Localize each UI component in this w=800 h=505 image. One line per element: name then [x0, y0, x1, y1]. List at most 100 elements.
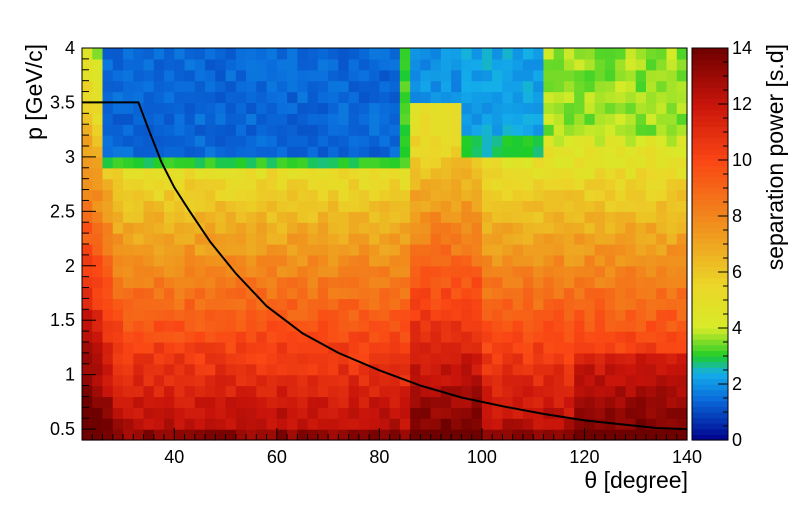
heatmap-cell — [338, 200, 350, 212]
heatmap-cell — [266, 211, 278, 223]
heatmap-cell — [297, 320, 309, 332]
heatmap-cell — [399, 276, 411, 289]
heatmap-cell — [164, 407, 175, 419]
heatmap-cell — [481, 374, 493, 387]
heatmap-cell — [276, 135, 288, 147]
heatmap-cell — [287, 309, 298, 321]
heatmap-cell — [123, 189, 134, 202]
heatmap-cell — [194, 244, 206, 256]
heatmap-cell — [615, 48, 627, 60]
heatmap-cell — [492, 298, 504, 310]
heatmap-cell — [123, 429, 134, 441]
heatmap-cell — [440, 69, 452, 82]
heatmap-cell — [266, 178, 278, 191]
heatmap-cell — [297, 276, 309, 289]
colorbar-segment — [692, 104, 728, 111]
heatmap-cell — [102, 58, 114, 71]
heatmap-cell — [574, 135, 586, 147]
heatmap-cell — [194, 342, 206, 354]
heatmap-cell — [543, 91, 555, 104]
heatmap-cell — [553, 58, 565, 71]
heatmap-cell — [184, 374, 196, 387]
heatmap-cell — [328, 342, 339, 354]
heatmap-cell — [481, 331, 493, 343]
heatmap-cell — [430, 309, 442, 321]
colorbar-segment — [692, 193, 728, 200]
colorbar-tick-label: 6 — [732, 262, 742, 282]
heatmap-cell — [153, 233, 165, 245]
heatmap-cell — [451, 309, 462, 321]
heatmap-cell — [164, 200, 175, 212]
heatmap-cell — [287, 254, 298, 267]
heatmap-cell — [430, 233, 442, 245]
heatmap-cell — [676, 113, 688, 125]
heatmap-cell — [512, 276, 524, 289]
heatmap-cell — [102, 342, 114, 354]
heatmap-cell — [594, 287, 606, 300]
heatmap-cell — [604, 135, 616, 147]
heatmap-cell — [338, 91, 350, 104]
heatmap-cell — [451, 135, 462, 147]
heatmap-cell — [133, 407, 145, 419]
heatmap-cell — [297, 244, 309, 256]
heatmap-cell — [317, 396, 329, 408]
heatmap-cell — [164, 146, 175, 158]
heatmap-cell — [307, 80, 319, 93]
heatmap-cell — [112, 374, 124, 387]
heatmap-cell — [399, 146, 411, 158]
heatmap-cell — [358, 211, 370, 223]
heatmap-cell — [604, 244, 616, 256]
heatmap-cell — [666, 222, 678, 234]
heatmap-cell — [594, 429, 606, 441]
heatmap-cells — [82, 48, 688, 441]
colorbar-segment — [692, 70, 728, 77]
heatmap-cell — [584, 156, 596, 169]
heatmap-cell — [440, 385, 452, 398]
heatmap-cell — [461, 352, 473, 365]
heatmap-cell — [225, 189, 237, 202]
heatmap-cell — [410, 80, 421, 93]
heatmap-cell — [553, 189, 565, 202]
heatmap-cell — [369, 211, 380, 223]
heatmap-cell — [215, 244, 227, 256]
heatmap-cell — [307, 200, 319, 212]
heatmap-cell — [635, 385, 647, 398]
heatmap-cell — [533, 342, 545, 354]
heatmap-cell — [246, 91, 257, 104]
heatmap-cell — [215, 374, 227, 387]
heatmap-cell — [287, 80, 298, 93]
heatmap-cell — [307, 265, 319, 278]
heatmap-cell — [358, 320, 370, 332]
heatmap-cell — [635, 48, 647, 60]
heatmap-cell — [635, 156, 647, 169]
heatmap-cell — [205, 385, 216, 398]
heatmap-cell — [481, 287, 493, 300]
heatmap-cell — [123, 156, 134, 169]
heatmap-cell — [369, 113, 380, 125]
heatmap-cell — [194, 91, 206, 104]
heatmap-cell — [574, 287, 586, 300]
heatmap-cell — [471, 320, 483, 332]
heatmap-cell — [389, 407, 401, 419]
heatmap-cell — [410, 146, 421, 158]
heatmap-cell — [307, 244, 319, 256]
heatmap-cell — [287, 418, 298, 430]
colorbar-segment — [692, 92, 728, 99]
heatmap-cell — [574, 407, 586, 419]
heatmap-cell — [348, 320, 360, 332]
heatmap-cell — [235, 211, 247, 223]
heatmap-cell — [574, 146, 586, 158]
heatmap-cell — [82, 287, 93, 300]
heatmap-cell — [389, 135, 401, 147]
heatmap-cell — [399, 113, 411, 125]
heatmap-cell — [451, 156, 462, 169]
heatmap-cell — [410, 244, 421, 256]
heatmap-cell — [656, 352, 668, 365]
heatmap-cell — [584, 363, 596, 376]
heatmap-cell — [512, 352, 524, 365]
heatmap-cell — [307, 287, 319, 300]
heatmap-cell — [379, 298, 391, 310]
heatmap-cell — [512, 146, 524, 158]
heatmap-cell — [645, 102, 657, 114]
heatmap-cell — [276, 396, 288, 408]
